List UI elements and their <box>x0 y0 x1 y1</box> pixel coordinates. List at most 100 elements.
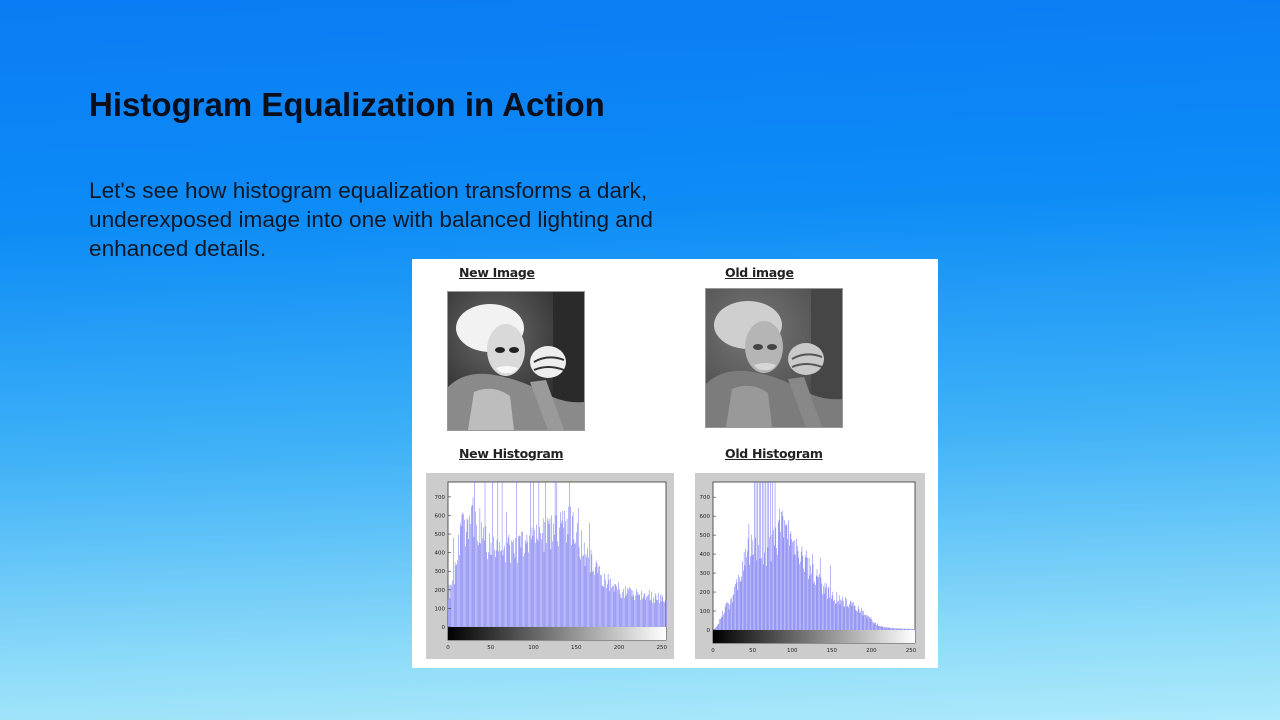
histogram-bar <box>764 552 765 630</box>
histogram-bar <box>718 623 720 630</box>
histogram-bar <box>485 526 487 627</box>
histogram-bar <box>518 536 519 627</box>
histogram-bar <box>873 622 874 630</box>
histogram-bar <box>819 574 820 630</box>
histogram-bar <box>777 554 778 630</box>
histogram-bar <box>724 612 725 630</box>
histogram-bar <box>661 594 663 627</box>
histogram-bar <box>665 600 666 627</box>
histogram-bar <box>736 582 738 630</box>
histogram-bar <box>735 579 737 630</box>
histogram-bar <box>805 557 807 630</box>
histogram-bar <box>560 523 562 627</box>
histogram-bar <box>892 627 893 630</box>
histogram-bar <box>512 539 514 627</box>
histogram-bar <box>734 586 735 630</box>
histogram-bar <box>750 556 751 630</box>
histogram-bar <box>825 587 826 630</box>
histogram-bar <box>912 629 914 630</box>
histogram-bar <box>808 557 810 630</box>
histogram-bar <box>623 588 624 627</box>
histogram-bar <box>783 537 784 630</box>
x-tick-label: 200 <box>866 648 877 654</box>
y-tick-label: 0 <box>442 625 446 631</box>
histogram-bar <box>550 549 552 627</box>
histogram-bar <box>720 617 722 630</box>
histogram-bar <box>651 591 652 627</box>
histogram-bar <box>730 599 731 630</box>
x-tick-label: 200 <box>614 645 625 651</box>
y-tick-label: 600 <box>700 514 711 520</box>
histogram-bar <box>489 532 490 627</box>
histogram-bar <box>513 553 515 627</box>
histogram-bar <box>549 518 551 627</box>
histogram-bar <box>577 523 578 627</box>
histogram-bar <box>844 606 845 630</box>
histogram-bar <box>531 527 533 627</box>
histogram-bar <box>850 600 851 630</box>
histogram-bar <box>492 482 493 627</box>
histogram-bar <box>746 556 747 630</box>
histogram-bar <box>543 551 545 627</box>
histogram-bar <box>662 596 664 627</box>
histogram-bar <box>604 573 605 627</box>
histogram-bar <box>838 595 840 630</box>
histogram-bar <box>498 551 499 627</box>
histogram-bar <box>559 512 561 627</box>
histogram-bar <box>511 540 512 627</box>
histogram-bar <box>526 534 528 627</box>
histogram-bar <box>914 629 915 630</box>
histogram-bar <box>473 536 475 627</box>
histogram-bar <box>751 555 753 630</box>
histogram-bar <box>565 542 567 627</box>
histogram-bar <box>915 629 916 630</box>
histogram-bar <box>463 514 464 627</box>
histogram-bar <box>528 552 529 627</box>
histogram-bar <box>882 626 884 630</box>
histogram-bar <box>506 511 507 627</box>
histogram-bar <box>840 599 842 630</box>
histogram-bar <box>489 554 491 627</box>
histogram-bar <box>515 537 517 627</box>
histogram-bar <box>868 616 869 630</box>
histogram-bar <box>752 540 754 630</box>
histogram-bar <box>502 555 504 627</box>
histogram-bar <box>785 525 786 630</box>
histogram-bar <box>597 572 599 627</box>
histogram-bar <box>800 551 802 630</box>
histogram-bar <box>789 533 791 630</box>
slide-body-text: Let's see how histogram equalization tra… <box>89 178 653 261</box>
histogram-bar <box>452 580 453 627</box>
histogram-bar <box>728 609 730 630</box>
histogram-bar <box>666 599 667 627</box>
histogram-bar <box>619 593 621 627</box>
histogram-bar <box>842 596 843 630</box>
histogram-bar <box>460 525 462 627</box>
histogram-bar <box>766 565 767 630</box>
histogram-bar <box>831 598 832 630</box>
histogram-bar <box>654 593 656 627</box>
histogram-bar <box>647 595 648 627</box>
histogram-bar <box>908 629 910 630</box>
histogram-bar <box>816 569 818 630</box>
histogram-bar <box>801 546 803 630</box>
histogram-bar <box>874 622 876 630</box>
x-tick-label: 50 <box>487 645 494 651</box>
histogram-bar <box>854 605 856 630</box>
histogram-bar <box>770 561 772 630</box>
histogram-bar <box>559 527 560 627</box>
histogram-bar <box>537 540 539 627</box>
histogram-bar <box>716 625 718 630</box>
histogram-bar <box>635 595 636 627</box>
histogram-bar <box>858 608 860 630</box>
histogram-bar <box>779 508 781 630</box>
histogram-bar <box>612 586 613 627</box>
histogram-bar <box>448 600 449 627</box>
histogram-bar <box>600 574 601 627</box>
histogram-bar <box>646 596 647 627</box>
histogram-bar <box>618 582 619 627</box>
histogram-bar <box>733 594 735 630</box>
histogram-bar <box>781 511 782 630</box>
histogram-bar <box>474 482 475 627</box>
histogram-bar <box>488 552 489 627</box>
